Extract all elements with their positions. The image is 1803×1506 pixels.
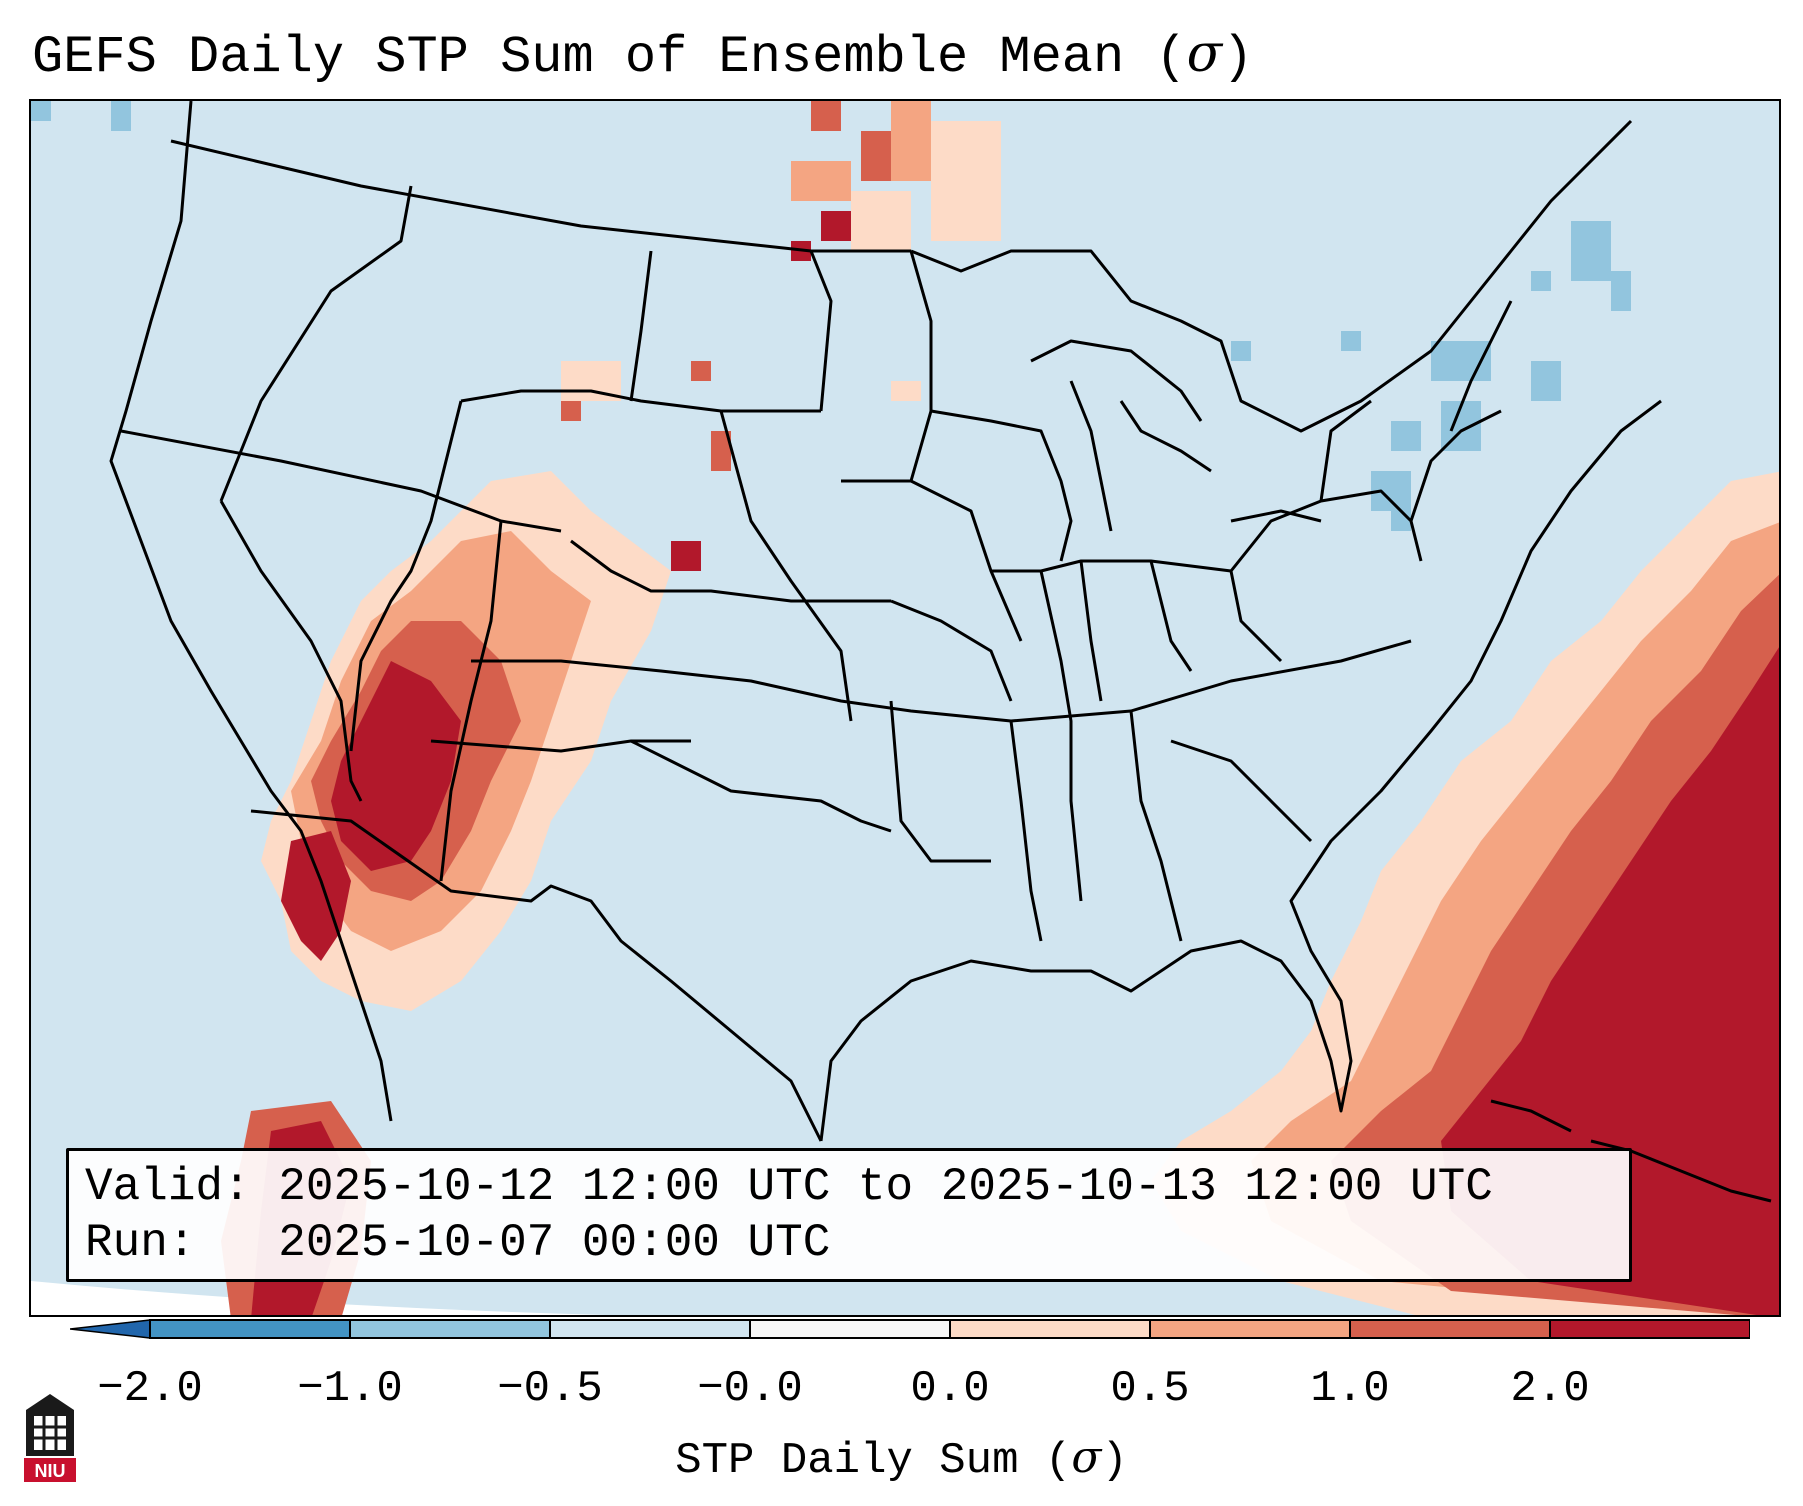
colorbar-under-arrow bbox=[70, 1319, 151, 1339]
colorbar-tick-label: 0.0 bbox=[910, 1364, 990, 1414]
logo-text: NIU bbox=[35, 1461, 66, 1481]
colorbar-segment bbox=[950, 1320, 1150, 1338]
colorbar-segment bbox=[1150, 1320, 1350, 1338]
logo-window-grid bbox=[34, 1416, 66, 1450]
colorbar-tick-label: −0.5 bbox=[497, 1364, 603, 1414]
valid-run-info-box: Valid: 2025-10-12 12:00 UTC to 2025-10-1… bbox=[66, 1148, 1632, 1282]
northern-plains-stp bbox=[561, 101, 1001, 571]
colorbar-segment bbox=[350, 1320, 550, 1338]
colorbar-tick-label: 0.5 bbox=[1110, 1364, 1190, 1414]
colorbar bbox=[70, 1319, 1750, 1339]
political-boundaries bbox=[109, 101, 1772, 1203]
colorbar-label: STP Daily Sum (σ) bbox=[675, 1432, 1128, 1486]
run-time-line: Run: 2025-10-07 00:00 UTC bbox=[85, 1217, 831, 1269]
colorbar-segment bbox=[750, 1320, 950, 1338]
valid-time-line: Valid: 2025-10-12 12:00 UTC to 2025-10-1… bbox=[85, 1161, 1493, 1213]
colorbar-segment bbox=[1350, 1320, 1550, 1338]
logo-red-band bbox=[24, 1458, 76, 1482]
colorbar-tick-label: −1.0 bbox=[297, 1364, 403, 1414]
map-canvas bbox=[31, 101, 1779, 1315]
colorbar-segment bbox=[1550, 1320, 1750, 1338]
niu-logo: NIU bbox=[24, 1394, 76, 1482]
map-panel[interactable] bbox=[29, 99, 1781, 1317]
colorbar-tick-label: −2.0 bbox=[97, 1364, 203, 1414]
colorbar-tick-label: 2.0 bbox=[1510, 1364, 1590, 1414]
colorbar-segment bbox=[550, 1320, 750, 1338]
map-title: GEFS Daily STP Sum of Ensemble Mean (σ) bbox=[32, 24, 1254, 87]
colorbar-segment bbox=[150, 1320, 350, 1338]
projection-edge-sw bbox=[31, 1281, 607, 1315]
colorbar-tick-label: 1.0 bbox=[1310, 1364, 1390, 1414]
colorbar-tick-label: −0.0 bbox=[697, 1364, 803, 1414]
